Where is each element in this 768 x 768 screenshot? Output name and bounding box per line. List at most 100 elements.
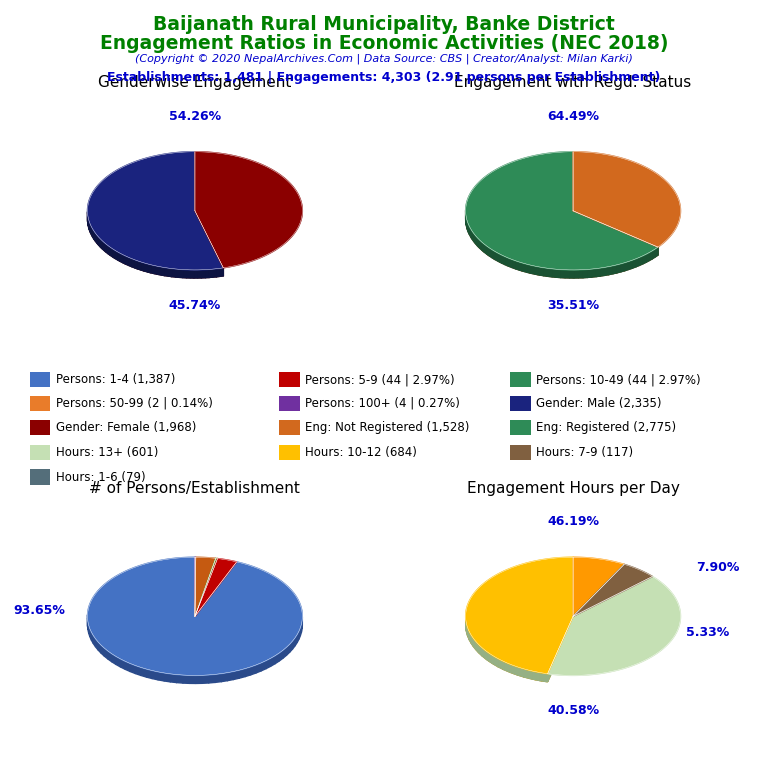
Polygon shape bbox=[639, 256, 643, 266]
Polygon shape bbox=[508, 258, 512, 267]
Polygon shape bbox=[531, 265, 535, 274]
Polygon shape bbox=[467, 220, 469, 233]
Polygon shape bbox=[195, 152, 303, 268]
Polygon shape bbox=[216, 268, 223, 276]
Polygon shape bbox=[639, 254, 646, 266]
Polygon shape bbox=[171, 269, 179, 277]
Text: Eng: Not Registered (1,528): Eng: Not Registered (1,528) bbox=[305, 422, 469, 435]
Polygon shape bbox=[95, 639, 98, 650]
Text: Persons: 5-9 (44 | 2.97%): Persons: 5-9 (44 | 2.97%) bbox=[305, 373, 454, 386]
Polygon shape bbox=[478, 239, 483, 251]
Polygon shape bbox=[91, 225, 93, 237]
Polygon shape bbox=[548, 616, 573, 682]
Polygon shape bbox=[583, 270, 588, 278]
Text: Hours: 1-6 (79): Hours: 1-6 (79) bbox=[55, 471, 145, 484]
Polygon shape bbox=[195, 558, 217, 616]
Polygon shape bbox=[588, 269, 591, 277]
Polygon shape bbox=[482, 647, 485, 659]
Polygon shape bbox=[195, 558, 237, 616]
Polygon shape bbox=[216, 268, 220, 276]
Polygon shape bbox=[158, 266, 161, 275]
Polygon shape bbox=[479, 645, 482, 656]
Text: 45.74%: 45.74% bbox=[169, 299, 221, 312]
Title: # of Persons/Establishment: # of Persons/Establishment bbox=[90, 481, 300, 495]
Polygon shape bbox=[525, 669, 532, 679]
Polygon shape bbox=[144, 263, 147, 272]
Text: Hours: 7-9 (117): Hours: 7-9 (117) bbox=[535, 446, 633, 459]
Polygon shape bbox=[270, 656, 275, 667]
Polygon shape bbox=[492, 655, 498, 667]
Polygon shape bbox=[480, 240, 482, 250]
Polygon shape bbox=[541, 673, 548, 682]
Polygon shape bbox=[468, 628, 469, 640]
Polygon shape bbox=[652, 249, 655, 259]
Polygon shape bbox=[88, 558, 303, 675]
Polygon shape bbox=[548, 268, 552, 277]
Polygon shape bbox=[190, 270, 194, 278]
Polygon shape bbox=[95, 233, 98, 244]
Polygon shape bbox=[112, 654, 116, 664]
Polygon shape bbox=[513, 665, 518, 675]
Text: (Copyright © 2020 NepalArchives.Com | Data Source: CBS | Creator/Analyst: Milan : (Copyright © 2020 NepalArchives.Com | Da… bbox=[135, 54, 633, 65]
Polygon shape bbox=[300, 624, 301, 636]
Polygon shape bbox=[512, 260, 516, 269]
Polygon shape bbox=[250, 665, 256, 675]
Bar bbox=[511, 396, 531, 411]
Polygon shape bbox=[564, 270, 573, 278]
Polygon shape bbox=[600, 266, 608, 276]
Polygon shape bbox=[485, 650, 489, 661]
Polygon shape bbox=[507, 257, 515, 268]
Polygon shape bbox=[632, 259, 636, 268]
Polygon shape bbox=[91, 632, 94, 644]
Polygon shape bbox=[88, 217, 89, 229]
Bar bbox=[280, 420, 300, 435]
Polygon shape bbox=[221, 673, 227, 682]
Polygon shape bbox=[97, 235, 99, 245]
Polygon shape bbox=[266, 658, 270, 669]
Polygon shape bbox=[157, 266, 164, 276]
Polygon shape bbox=[170, 674, 177, 683]
Polygon shape bbox=[129, 257, 132, 266]
Polygon shape bbox=[121, 253, 123, 263]
Text: 40.58%: 40.58% bbox=[547, 704, 599, 717]
Polygon shape bbox=[104, 648, 108, 659]
Polygon shape bbox=[468, 224, 469, 235]
Text: Hours: 10-12 (684): Hours: 10-12 (684) bbox=[305, 446, 416, 459]
Text: Persons: 1-4 (1,387): Persons: 1-4 (1,387) bbox=[55, 373, 175, 386]
Polygon shape bbox=[473, 638, 476, 650]
Polygon shape bbox=[147, 264, 151, 273]
Polygon shape bbox=[90, 223, 91, 233]
Polygon shape bbox=[101, 240, 105, 252]
Polygon shape bbox=[582, 269, 591, 278]
Polygon shape bbox=[518, 667, 524, 677]
Polygon shape bbox=[106, 244, 108, 254]
Polygon shape bbox=[89, 220, 91, 233]
Polygon shape bbox=[476, 641, 479, 653]
Polygon shape bbox=[498, 253, 502, 263]
Polygon shape bbox=[474, 233, 475, 243]
Polygon shape bbox=[467, 625, 468, 637]
Polygon shape bbox=[469, 225, 472, 238]
Text: Persons: 100+ (4 | 0.27%): Persons: 100+ (4 | 0.27%) bbox=[305, 397, 459, 409]
Polygon shape bbox=[652, 247, 658, 259]
Polygon shape bbox=[628, 260, 632, 270]
Polygon shape bbox=[101, 239, 102, 249]
Polygon shape bbox=[177, 674, 183, 683]
Polygon shape bbox=[205, 270, 209, 278]
Polygon shape bbox=[475, 641, 478, 652]
Polygon shape bbox=[116, 657, 121, 667]
Polygon shape bbox=[552, 269, 557, 277]
Polygon shape bbox=[195, 558, 216, 616]
Polygon shape bbox=[135, 260, 138, 269]
Polygon shape bbox=[194, 270, 201, 278]
Polygon shape bbox=[105, 243, 110, 255]
Polygon shape bbox=[158, 672, 164, 681]
Polygon shape bbox=[475, 234, 478, 247]
Polygon shape bbox=[90, 629, 91, 641]
Polygon shape bbox=[131, 664, 135, 674]
Polygon shape bbox=[101, 645, 104, 656]
Polygon shape bbox=[548, 577, 680, 675]
Polygon shape bbox=[649, 251, 652, 260]
Polygon shape bbox=[154, 266, 158, 274]
Polygon shape bbox=[293, 638, 295, 649]
